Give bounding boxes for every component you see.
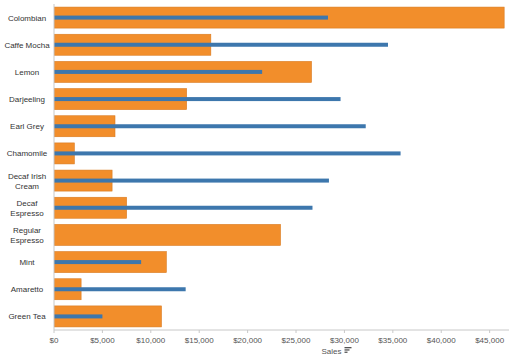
bar: [54, 124, 366, 128]
bar: [54, 97, 341, 101]
tick-label: $10,000: [136, 336, 165, 345]
tick-mark: [150, 330, 151, 333]
tick-label: $35,000: [378, 336, 407, 345]
category-label: Amaretto: [11, 285, 44, 294]
category-label: DecafEspresso: [10, 199, 44, 218]
category-label: Green Tea: [8, 312, 46, 321]
tick-mark: [247, 330, 248, 333]
bar: [54, 16, 328, 20]
bar: [54, 224, 281, 245]
bar: [54, 260, 141, 264]
category-label: Lemon: [15, 68, 39, 77]
tick-label: $15,000: [185, 336, 214, 345]
sort-icon[interactable]: [345, 347, 352, 353]
tick-label: $40,000: [427, 336, 456, 345]
tick-mark: [441, 330, 442, 333]
tick-mark: [54, 330, 55, 333]
tick-mark: [489, 330, 490, 333]
bar: [54, 151, 401, 155]
bar: [54, 7, 504, 28]
bars: [54, 7, 504, 327]
bar: [54, 61, 312, 82]
tick-label: $45,000: [475, 336, 504, 345]
tick-label: $30,000: [330, 336, 359, 345]
axis-title: Sales: [321, 347, 341, 356]
bar: [54, 306, 161, 327]
tick-label: $5,000: [90, 336, 115, 345]
tick-mark: [392, 330, 393, 333]
tick-mark: [199, 330, 200, 333]
category-label: Darjeeling: [9, 95, 45, 104]
category-label: RegularEspresso: [10, 226, 44, 245]
chart: $0 $5,000 $10,000 $15,000 $20,000 $25,000 $30,…: [0, 0, 512, 360]
tick-label: $20,000: [233, 336, 262, 345]
bar: [54, 70, 262, 74]
bar: [54, 43, 388, 47]
tick-mark: [102, 330, 103, 333]
tick-label: $0: [50, 336, 59, 345]
tick-label: $25,000: [282, 336, 311, 345]
bar: [54, 287, 186, 291]
bar: [54, 179, 329, 183]
bar: [54, 314, 102, 318]
category-label: Mint: [19, 258, 35, 267]
y-axis-line: [54, 4, 55, 330]
category-label: Caffe Mocha: [4, 41, 50, 50]
tick-mark: [344, 330, 345, 333]
bar: [54, 252, 166, 273]
bar: [54, 206, 312, 210]
category-label: Colombian: [8, 14, 46, 23]
category-label: Earl Grey: [10, 122, 44, 131]
category-label: Decaf IrishCream: [8, 172, 46, 191]
tick-mark: [296, 330, 297, 333]
category-label: Chamomile: [7, 149, 48, 158]
